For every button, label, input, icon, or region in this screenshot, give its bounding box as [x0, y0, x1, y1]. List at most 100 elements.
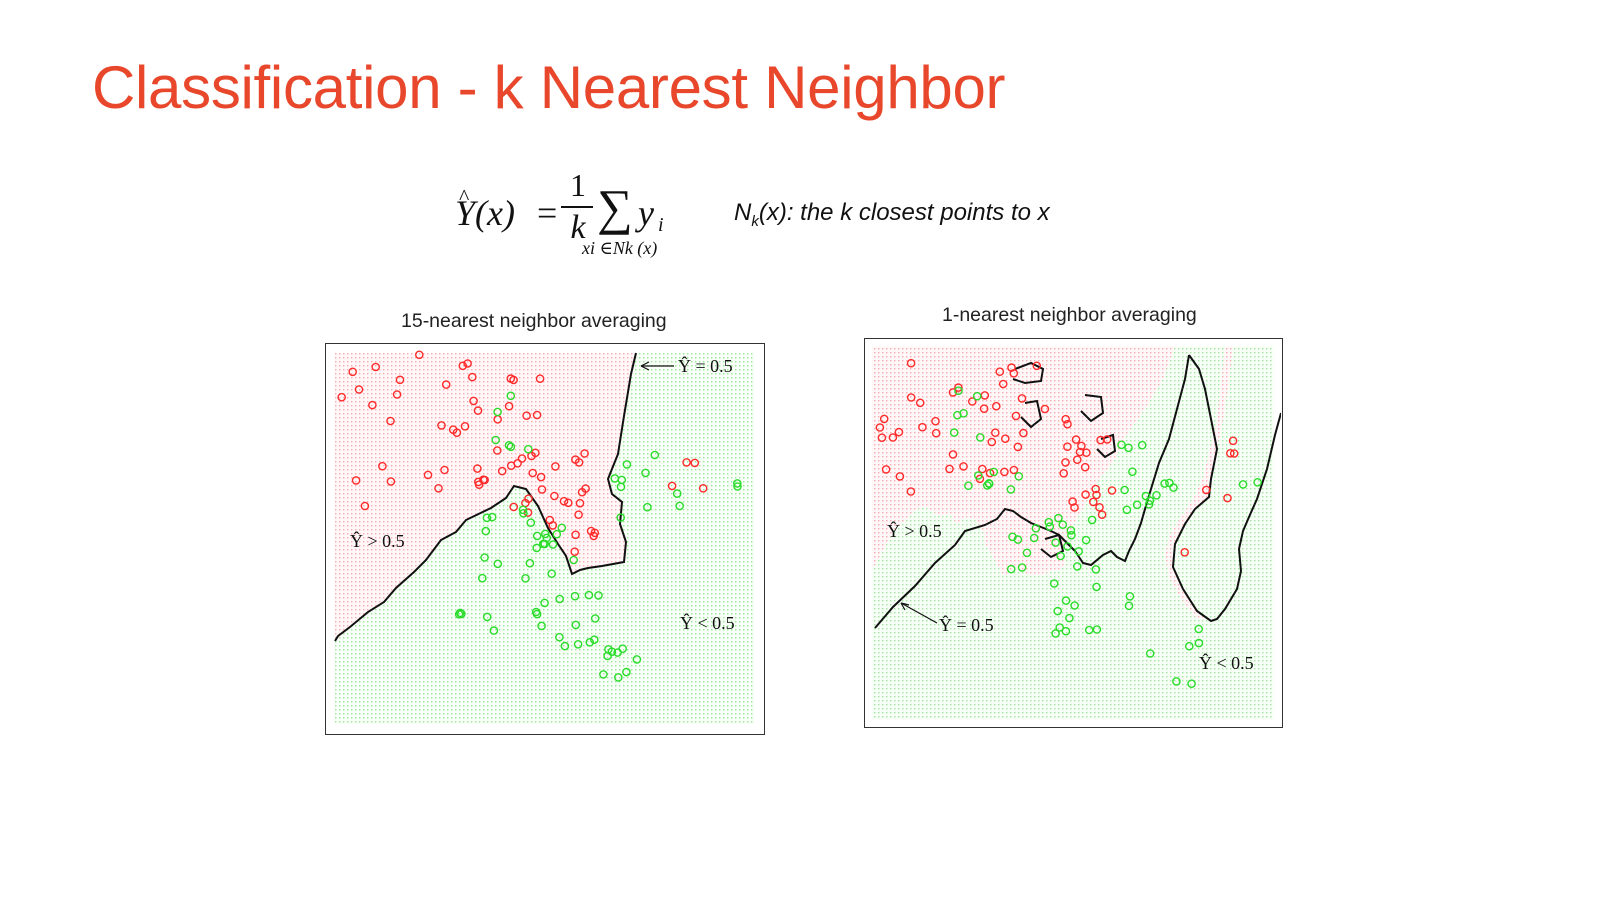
green-point	[525, 558, 535, 568]
green-point	[1132, 500, 1142, 510]
red-point	[906, 393, 916, 402]
red-point	[888, 433, 898, 442]
red-point	[915, 398, 925, 408]
green-point	[1014, 471, 1024, 481]
red-point	[995, 367, 1005, 377]
green-point	[518, 505, 528, 515]
red-point	[698, 483, 708, 493]
red-point	[1225, 449, 1235, 458]
green-point	[1056, 551, 1065, 561]
green-point	[493, 559, 503, 569]
red-point	[473, 464, 482, 473]
red-point	[551, 462, 560, 471]
red-point	[998, 379, 1008, 389]
green-point	[1120, 485, 1129, 495]
red-point	[571, 530, 580, 540]
red-point	[1072, 455, 1082, 464]
green-point	[954, 386, 963, 396]
green-point	[949, 428, 959, 437]
red-point	[441, 380, 451, 389]
decision-boundary	[1171, 354, 1281, 623]
green-point	[523, 444, 533, 454]
green-point	[489, 626, 499, 635]
red-point	[337, 392, 347, 402]
red-point	[1063, 442, 1072, 451]
green-point	[1184, 641, 1194, 651]
red-point	[1032, 361, 1042, 371]
green-point	[1194, 638, 1204, 648]
red-point	[1091, 484, 1100, 494]
green-point	[1006, 564, 1016, 574]
green-point	[552, 529, 562, 539]
green-point	[1165, 478, 1174, 488]
green-point	[1187, 679, 1196, 689]
red-point	[968, 397, 977, 406]
red-point	[506, 461, 516, 470]
red-point	[1229, 449, 1239, 458]
red-point	[550, 491, 559, 501]
green-point	[519, 508, 528, 518]
formula-hat: ^	[459, 184, 470, 209]
green-point	[455, 608, 465, 618]
red-point	[894, 427, 904, 437]
green-point	[482, 612, 492, 622]
decision-boundary	[334, 352, 637, 642]
green-point	[976, 433, 985, 442]
label-y-below-half: Ŷ < 0.5	[680, 612, 735, 633]
red-point	[395, 375, 405, 385]
red-point	[1097, 510, 1107, 519]
green-point	[1081, 535, 1091, 545]
red-point	[575, 498, 585, 508]
green-point	[1051, 538, 1060, 547]
red-point	[879, 414, 889, 424]
green-point	[1055, 623, 1064, 632]
green-point	[984, 479, 994, 489]
red-point	[895, 472, 905, 481]
red-point	[469, 396, 478, 406]
green-point	[506, 442, 516, 452]
green-point	[599, 670, 608, 679]
note-rest: (x): the k closest points to x	[758, 199, 1050, 226]
panel-1nn: Ŷ = 0.5 Ŷ > 0.5 Ŷ < 0.5	[864, 338, 1283, 728]
red-region	[1165, 346, 1233, 621]
red-region	[872, 346, 1175, 577]
decision-boundary	[1080, 394, 1105, 423]
green-point	[1117, 440, 1126, 450]
green-point	[1084, 625, 1094, 635]
formula-lhs-text: Y(x)	[455, 193, 515, 233]
red-point	[948, 450, 958, 459]
green-point	[1031, 523, 1041, 533]
red-point	[1009, 465, 1019, 475]
red-point	[1228, 436, 1238, 446]
red-point	[1068, 497, 1077, 506]
formula-numerator: 1	[570, 167, 586, 203]
red-point	[1082, 448, 1091, 457]
red-point	[1088, 497, 1098, 507]
green-point	[487, 512, 497, 522]
red-region	[335, 353, 636, 641]
red-point	[458, 361, 468, 371]
red-point	[667, 481, 677, 491]
green-point	[1061, 596, 1071, 605]
label-y-equals-half: Ŷ = 0.5	[939, 614, 994, 635]
red-point	[1077, 441, 1086, 451]
red-point	[906, 358, 916, 368]
green-point	[1044, 517, 1054, 527]
label-pointer	[900, 602, 906, 611]
red-point	[1223, 493, 1232, 503]
red-point	[991, 428, 1000, 437]
green-point	[584, 590, 594, 600]
red-point	[992, 401, 1001, 411]
red-point	[368, 400, 377, 410]
red-point	[463, 359, 472, 368]
formula-fraction-bar	[561, 206, 593, 208]
red-point	[452, 428, 462, 437]
decision-boundary	[1020, 399, 1043, 429]
red-point	[474, 480, 484, 489]
red-point	[570, 547, 579, 556]
green-point	[504, 441, 514, 450]
red-point	[371, 362, 381, 372]
red-point	[386, 416, 395, 426]
red-point	[509, 502, 518, 512]
red-point	[537, 485, 547, 494]
